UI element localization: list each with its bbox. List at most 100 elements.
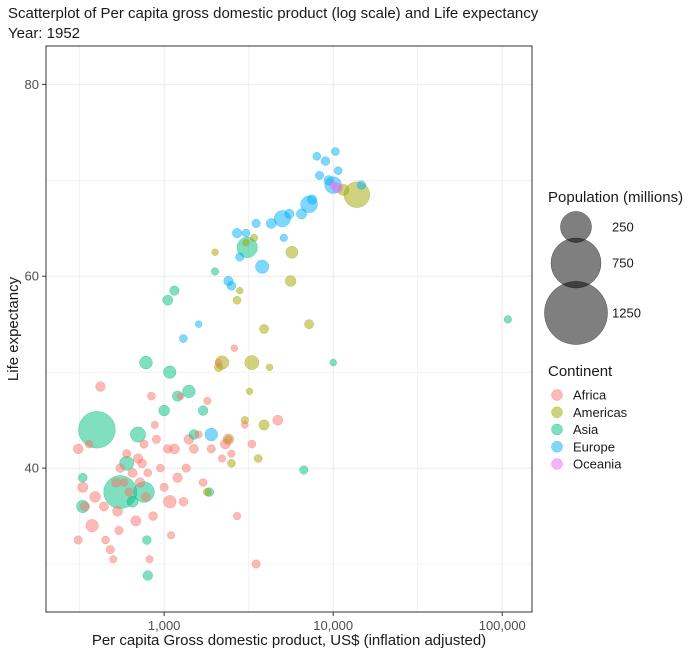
data-point-africa <box>227 449 236 458</box>
data-point-africa <box>194 430 203 439</box>
data-point-americas <box>236 286 244 295</box>
x-axis: 1,000 10,000 100,000 <box>148 612 526 633</box>
data-point-europe <box>204 427 218 442</box>
data-point-africa <box>141 492 151 502</box>
color-legend-key-americas <box>551 406 563 418</box>
size-legend-label: 1250 <box>612 306 641 321</box>
data-point-americas <box>304 319 314 330</box>
color-legend-label-asia: Asia <box>573 422 599 437</box>
data-point-africa <box>119 478 129 487</box>
data-point-asia <box>78 411 116 449</box>
data-point-europe <box>251 218 261 228</box>
data-point-americas <box>227 459 236 468</box>
data-point-asia <box>162 294 174 306</box>
data-point-africa <box>151 434 161 444</box>
data-point-africa <box>156 463 165 473</box>
data-point-africa <box>241 421 249 429</box>
data-point-asia <box>503 315 512 324</box>
color-legend-label-oceania: Oceania <box>573 457 622 472</box>
color-legend-label-africa: Africa <box>573 388 607 403</box>
data-point-africa <box>145 555 154 564</box>
color-legend: Africa Americas Asia Europe Oceania <box>551 388 628 472</box>
data-point-africa <box>127 468 138 478</box>
data-point-europe <box>226 281 237 291</box>
data-point-africa <box>73 443 84 455</box>
data-point-africa <box>124 487 134 497</box>
data-point-africa <box>122 449 132 459</box>
data-point-americas <box>285 245 299 259</box>
data-point-asia <box>142 535 152 545</box>
color-legend-label-europe: Europe <box>573 439 615 454</box>
data-point-africa <box>84 439 94 449</box>
data-point-americas <box>249 233 259 242</box>
data-point-europe <box>312 152 322 161</box>
data-point-africa <box>272 414 284 426</box>
data-point-asia <box>299 465 309 475</box>
chart-title: Scatterplot of Per capita gross domestic… <box>8 5 539 22</box>
data-point-americas <box>244 355 260 370</box>
data-point-asia <box>126 495 139 508</box>
size-legend-label: 750 <box>612 256 634 271</box>
data-point-africa <box>172 472 183 483</box>
data-point-africa <box>139 439 149 449</box>
data-point-asia <box>78 473 88 483</box>
data-point-americas <box>259 324 269 334</box>
data-point-africa <box>73 535 83 545</box>
data-point-americas <box>242 238 250 247</box>
color-legend-label-americas: Americas <box>573 405 628 420</box>
color-legend-title: Continent <box>548 363 613 380</box>
x-tick-label: 100,000 <box>479 618 526 633</box>
data-point-africa <box>147 391 156 401</box>
data-point-africa <box>148 511 158 521</box>
data-points <box>73 147 512 581</box>
color-legend-key-asia <box>551 423 563 436</box>
data-point-africa <box>189 444 199 454</box>
data-point-africa <box>181 463 191 473</box>
data-point-europe <box>235 252 245 262</box>
data-point-europe <box>296 208 308 220</box>
data-point-africa <box>218 454 227 463</box>
size-legend-label: 250 <box>612 220 634 235</box>
data-point-americas <box>224 435 233 444</box>
data-point-africa <box>134 477 146 488</box>
plot-panel-border <box>45 45 533 613</box>
data-point-americas <box>211 248 219 256</box>
data-point-africa <box>206 444 216 454</box>
data-point-europe <box>265 218 277 229</box>
data-point-africa <box>178 496 189 507</box>
data-point-africa <box>233 512 242 521</box>
data-point-americas <box>253 454 263 463</box>
data-point-asia <box>236 237 258 258</box>
data-point-africa <box>247 439 257 449</box>
data-point-americas <box>203 487 212 497</box>
data-point-europe <box>333 166 343 175</box>
data-point-africa <box>105 545 115 555</box>
y-axis-title: Life expectancy <box>5 276 22 381</box>
data-point-europe <box>331 147 340 156</box>
data-point-africa <box>163 444 173 454</box>
data-point-asia <box>329 358 337 367</box>
data-point-africa <box>203 396 212 405</box>
data-point-africa <box>130 515 142 527</box>
y-tick-label: 40 <box>25 461 39 476</box>
data-point-asia <box>142 570 153 581</box>
data-point-asia <box>169 285 180 296</box>
data-point-africa <box>137 458 147 468</box>
data-point-americas <box>265 363 274 372</box>
data-point-africa <box>251 559 261 569</box>
data-point-asia <box>197 405 209 416</box>
size-legend-circle <box>550 237 602 289</box>
x-tick-label: 10,000 <box>313 618 353 633</box>
data-point-africa <box>89 491 101 503</box>
data-point-africa <box>112 505 123 517</box>
x-axis-title: Per capita Gross domestic product, US$ (… <box>92 632 486 649</box>
size-legend-title: Population (millions) <box>548 189 683 206</box>
y-tick-label: 60 <box>25 269 39 284</box>
color-legend-key-oceania <box>551 458 563 470</box>
data-point-africa <box>163 495 177 509</box>
data-point-africa <box>101 535 110 545</box>
data-point-europe <box>241 228 251 238</box>
data-point-africa <box>95 381 106 392</box>
data-point-europe <box>356 180 367 190</box>
